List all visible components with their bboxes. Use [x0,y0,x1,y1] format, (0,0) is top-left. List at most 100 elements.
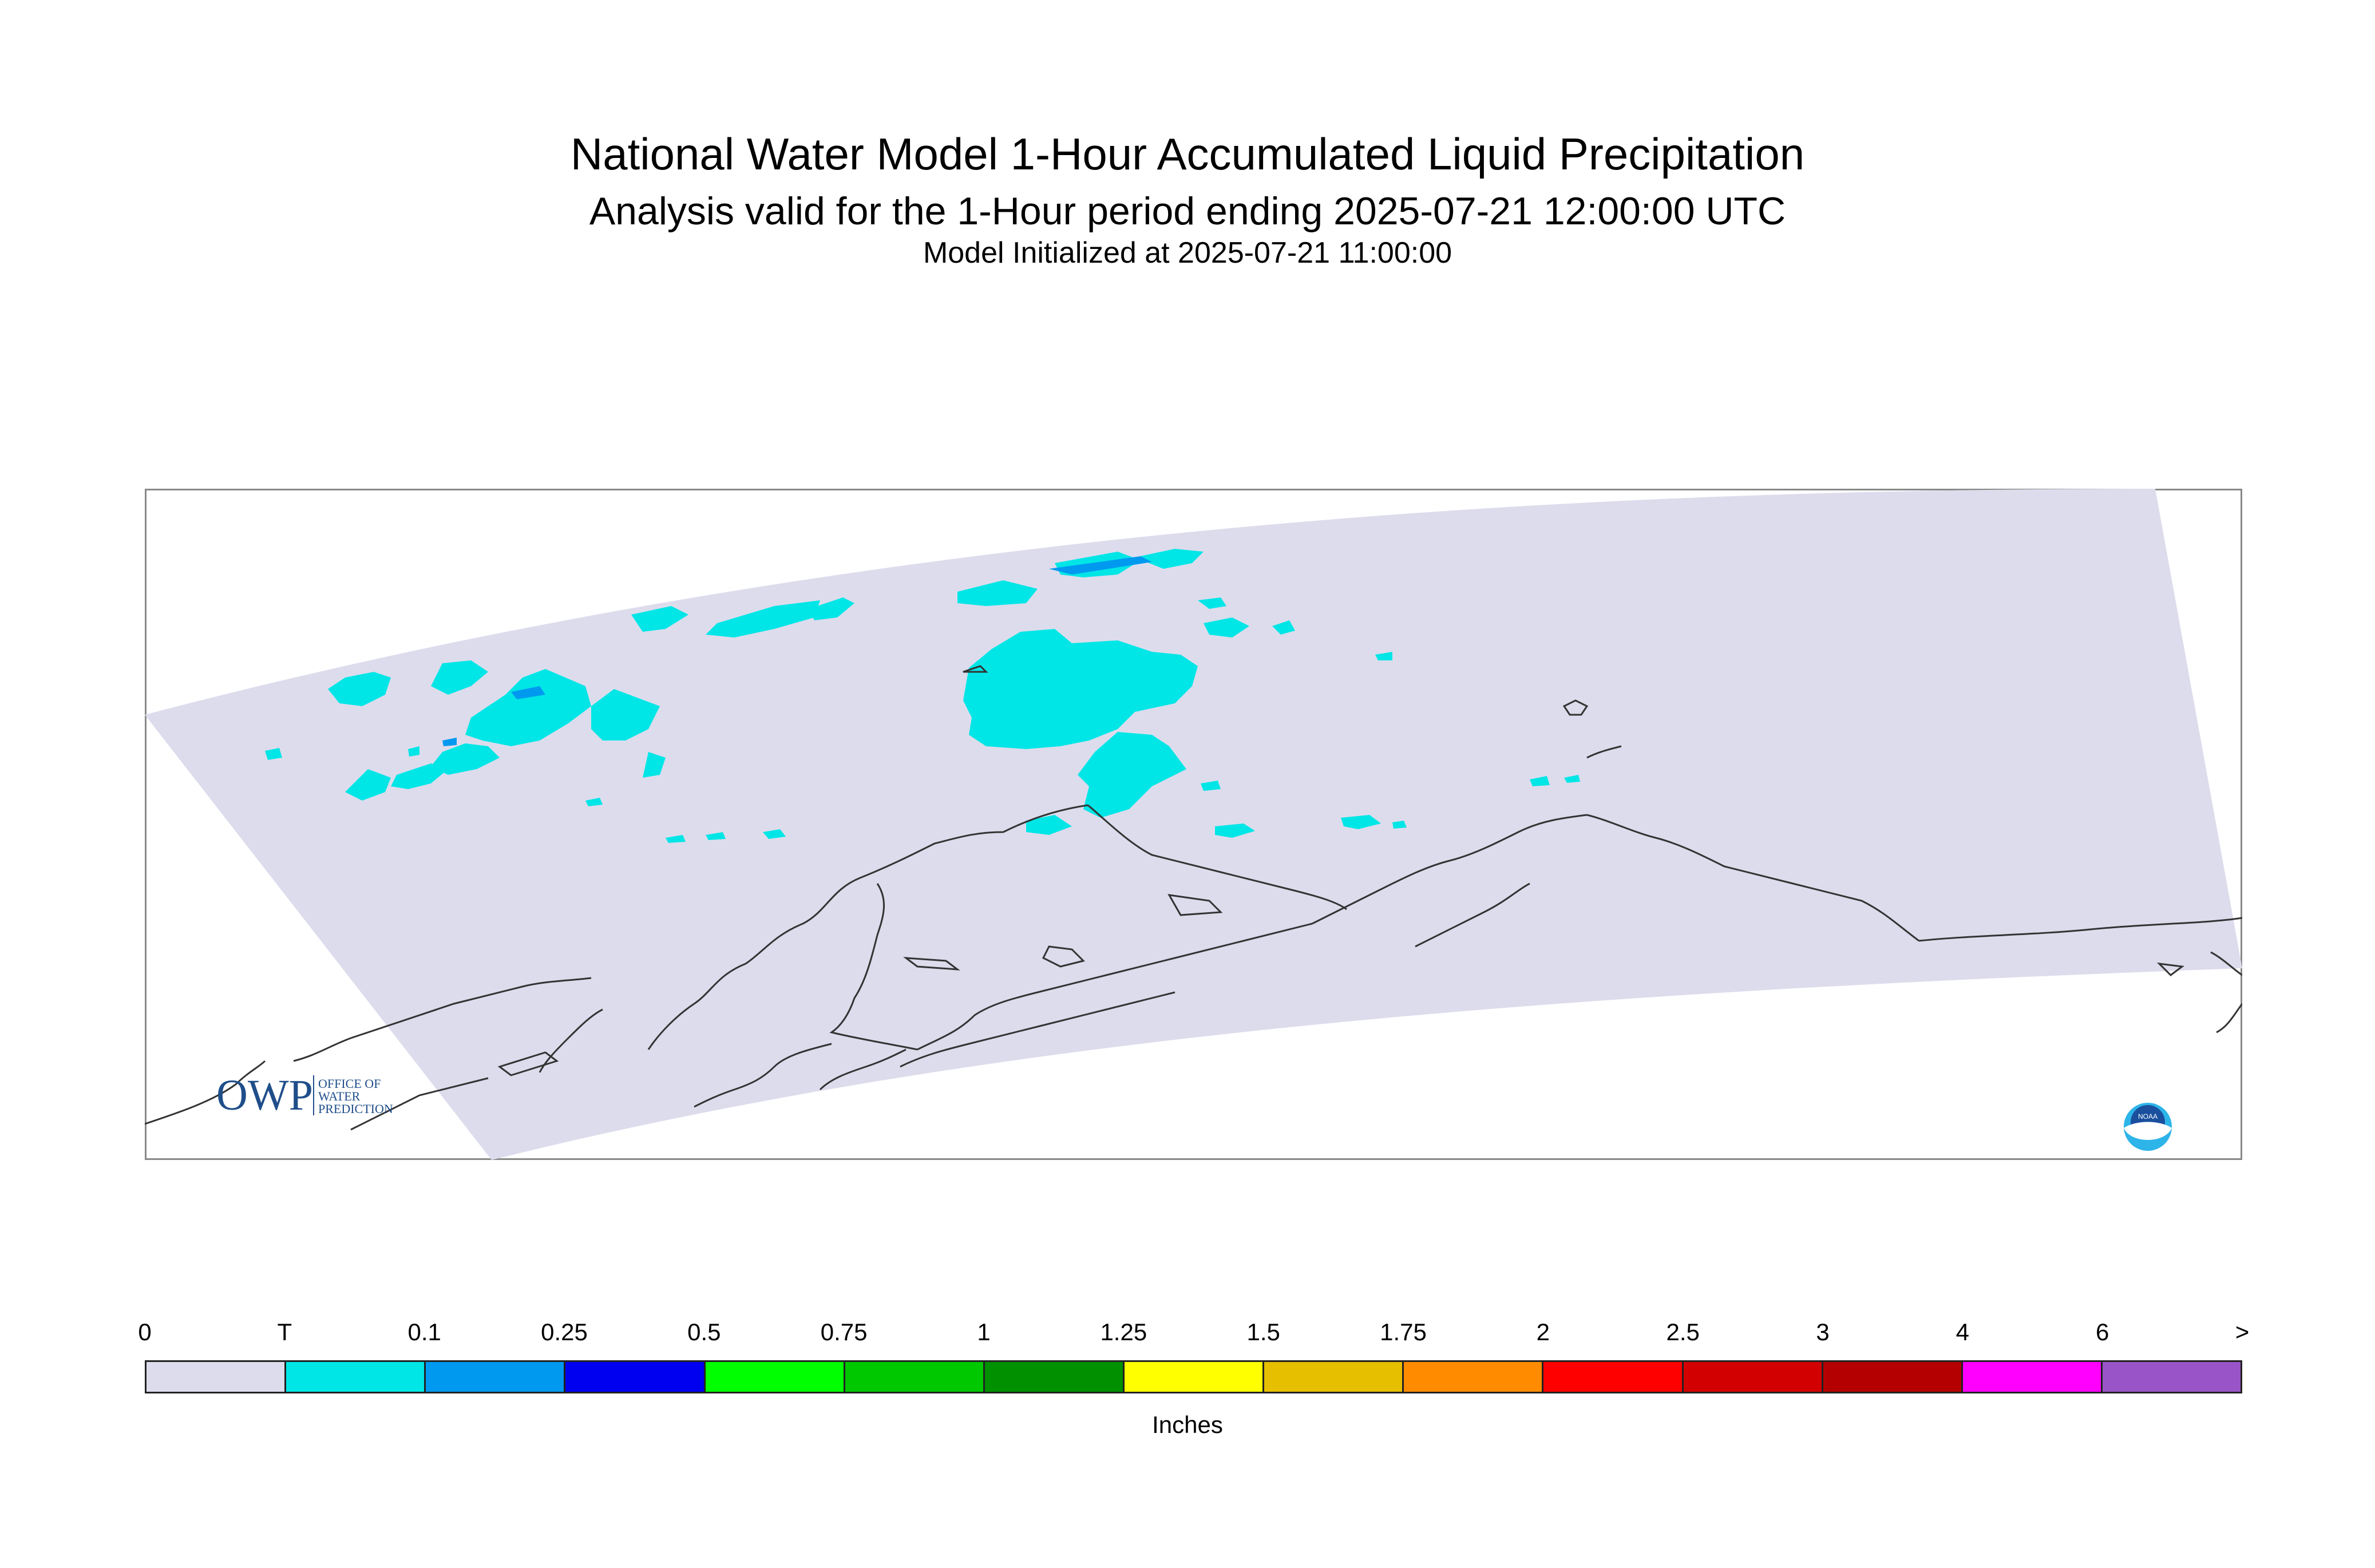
precip-area [1026,815,1072,835]
coastline [2216,1003,2242,1034]
legend-label: 0.25 [541,1318,588,1345]
precip-area [345,769,391,801]
precip-light-areas [442,556,1152,746]
legend-swatch [2102,1362,2241,1392]
owp-logo-line: PREDICTION [318,1102,393,1116]
coastline [2156,962,2184,976]
coastline [1087,804,1347,910]
coastline [963,665,988,673]
coastline [1562,699,1589,716]
coastline [2210,951,2242,976]
legend-label: 2 [1536,1318,1550,1345]
coastline [1586,745,1622,759]
coastline [1918,917,2242,942]
precip-area [1341,815,1381,829]
legend-label: 1.75 [1380,1318,1427,1345]
legend-units: Inches [1152,1411,1223,1438]
legend-label: 1 [977,1318,991,1345]
coastline [647,804,1088,1050]
coastline [917,922,1313,1051]
coastline [903,957,960,971]
legend-label: 0.5 [687,1318,721,1345]
coastline [819,1048,907,1091]
legend-label: 1.5 [1246,1318,1280,1345]
coastline [497,1051,559,1076]
owp-logo-line: WATER [318,1089,361,1103]
precip-area [963,629,1198,749]
precip-area [763,829,786,839]
legend-label: 4 [1956,1318,1970,1345]
precip-area [1530,776,1550,786]
colorbar [145,1360,2242,1393]
owp-logo: OWP OFFICE OF WATER PREDICTION [216,1071,393,1119]
coastline [1042,945,1085,968]
precip-areas [265,549,1580,843]
precip-area [706,832,726,840]
coastline [350,977,592,1039]
precip-light-area [442,738,457,746]
legend-swatch [845,1362,985,1392]
precip-area [706,600,820,638]
coastline [293,1037,351,1062]
precip-area [1392,821,1407,829]
legend-swatch [1404,1362,1544,1392]
coastline [1586,814,1919,942]
coastline [1167,894,1223,916]
precip-area [408,746,419,757]
legend-swatch [1543,1362,1684,1392]
legend-swatch [1823,1362,1963,1392]
map-title: National Water Model 1-Hour Accumulated … [570,129,1805,179]
legend-label: 0.75 [820,1318,868,1345]
legend-swatch [286,1362,426,1392]
precip-area [1198,597,1226,609]
precip-area [1215,823,1255,838]
legend-label: T [277,1318,292,1345]
precip-area [591,689,660,741]
legend-label: 3 [1816,1318,1830,1345]
legend-label: 2.5 [1666,1318,1700,1345]
noaa-logo-wave [2124,1122,2172,1140]
owp-logo-line: OFFICE OF [318,1076,381,1091]
precip-light-area [511,686,545,699]
precip-area [391,763,448,789]
precip-area [328,672,391,706]
coastline [1415,882,1530,948]
precip-area [1375,652,1392,660]
coastline [539,1008,603,1073]
noaa-logo: NOAA [2124,1103,2172,1151]
precip-area [465,669,591,746]
legend-swatch [426,1362,566,1392]
coastline [1312,814,1588,925]
legend-label: > [2235,1318,2250,1345]
precip-area [1135,549,1204,569]
precipitation-map: OWP OFFICE OF WATER PREDICTION NOAA [145,489,2242,1160]
coastline [829,883,918,1051]
map-subtitle: Analysis valid for the 1-Hour period end… [589,189,1786,233]
legend-swatch [984,1362,1125,1392]
precip-area [809,597,854,620]
legend-swatch [1962,1362,2103,1392]
precip-area [1564,775,1580,783]
precip-area [1078,732,1186,818]
coastline [694,1043,832,1108]
coastline [145,1060,266,1125]
coastlines [145,665,2242,1131]
coastline [350,1077,489,1131]
precip-area [431,743,500,775]
precip-light-area [1049,556,1152,575]
coastline [900,991,1175,1068]
precip-area [585,798,603,806]
legend-swatch [147,1362,287,1392]
precip-area [643,752,666,778]
precip-area [265,748,282,760]
legend-swatch [1124,1362,1265,1392]
legend-swatch [1264,1362,1404,1392]
precip-area [431,660,488,695]
legend-swatch [705,1362,845,1392]
legend-swatch [1683,1362,1823,1392]
precip-area [1272,620,1295,635]
owp-logo-mark: OWP [216,1071,313,1119]
precip-area [957,580,1038,606]
precip-area [666,835,686,843]
legend-label: 0 [138,1318,152,1345]
